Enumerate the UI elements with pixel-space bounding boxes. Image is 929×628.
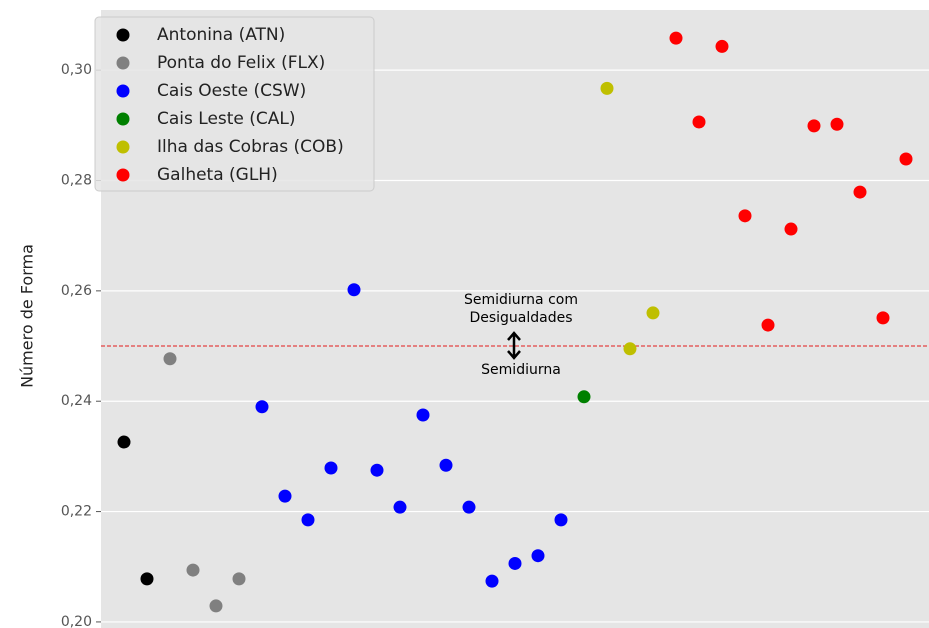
y-tick-label: 0,22 xyxy=(61,504,92,520)
point xyxy=(784,222,798,236)
y-tick-label: 0,20 xyxy=(61,614,92,628)
annotation-text: Semidiurna xyxy=(481,362,561,378)
point xyxy=(669,31,683,45)
point xyxy=(439,458,453,472)
legend-label: Cais Oeste (CSW) xyxy=(157,81,306,101)
y-tick-label: 0,24 xyxy=(61,393,92,409)
point xyxy=(577,390,591,404)
point xyxy=(462,500,476,514)
annotation-text: Desigualdades xyxy=(469,310,572,326)
point xyxy=(508,556,522,570)
point xyxy=(761,318,775,332)
y-axis-label: Número de Forma xyxy=(18,244,37,388)
point xyxy=(531,549,545,563)
annotations: Semidiurna com Desigualdades Semidiurna xyxy=(464,292,578,378)
point xyxy=(416,408,430,422)
legend-marker xyxy=(116,140,130,154)
point xyxy=(830,117,844,131)
point xyxy=(324,461,338,475)
point xyxy=(692,115,706,129)
point xyxy=(600,81,614,95)
annotation-text: Semidiurna com xyxy=(464,292,578,308)
legend-label: Antonina (ATN) xyxy=(157,25,285,45)
point xyxy=(347,283,361,297)
legend-label: Galheta (GLH) xyxy=(157,165,278,185)
point xyxy=(853,185,867,199)
point xyxy=(301,513,315,527)
point xyxy=(899,152,913,166)
legend-marker xyxy=(116,28,130,42)
legend-marker xyxy=(116,168,130,182)
legend-label: Ilha das Cobras (COB) xyxy=(157,137,344,157)
point xyxy=(485,574,499,588)
points xyxy=(117,31,913,613)
y-tick-label: 0,28 xyxy=(61,173,92,189)
y-tick-label: 0,30 xyxy=(61,62,92,78)
point xyxy=(554,513,568,527)
legend-box xyxy=(94,16,375,192)
point xyxy=(807,119,821,133)
legend-marker xyxy=(116,56,130,70)
point xyxy=(623,342,637,356)
point xyxy=(117,435,131,449)
point xyxy=(255,400,269,414)
point xyxy=(876,311,890,325)
point xyxy=(715,39,729,53)
point xyxy=(370,463,384,477)
y-tick-label: 0,26 xyxy=(61,283,92,299)
point xyxy=(646,306,660,320)
point xyxy=(163,352,177,366)
point xyxy=(738,209,752,223)
legend: Antonina (ATN) Ponta do Felix (FLX) Cais O… xyxy=(94,16,375,192)
point xyxy=(140,572,154,586)
point xyxy=(393,500,407,514)
point xyxy=(209,599,223,613)
legend-marker xyxy=(116,84,130,98)
legend-label: Ponta do Felix (FLX) xyxy=(157,53,325,73)
double-arrow xyxy=(507,331,521,360)
point xyxy=(186,563,200,577)
point xyxy=(278,489,292,503)
point xyxy=(232,572,246,586)
legend-marker xyxy=(116,112,130,126)
legend-label: Cais Leste (CAL) xyxy=(157,109,296,129)
